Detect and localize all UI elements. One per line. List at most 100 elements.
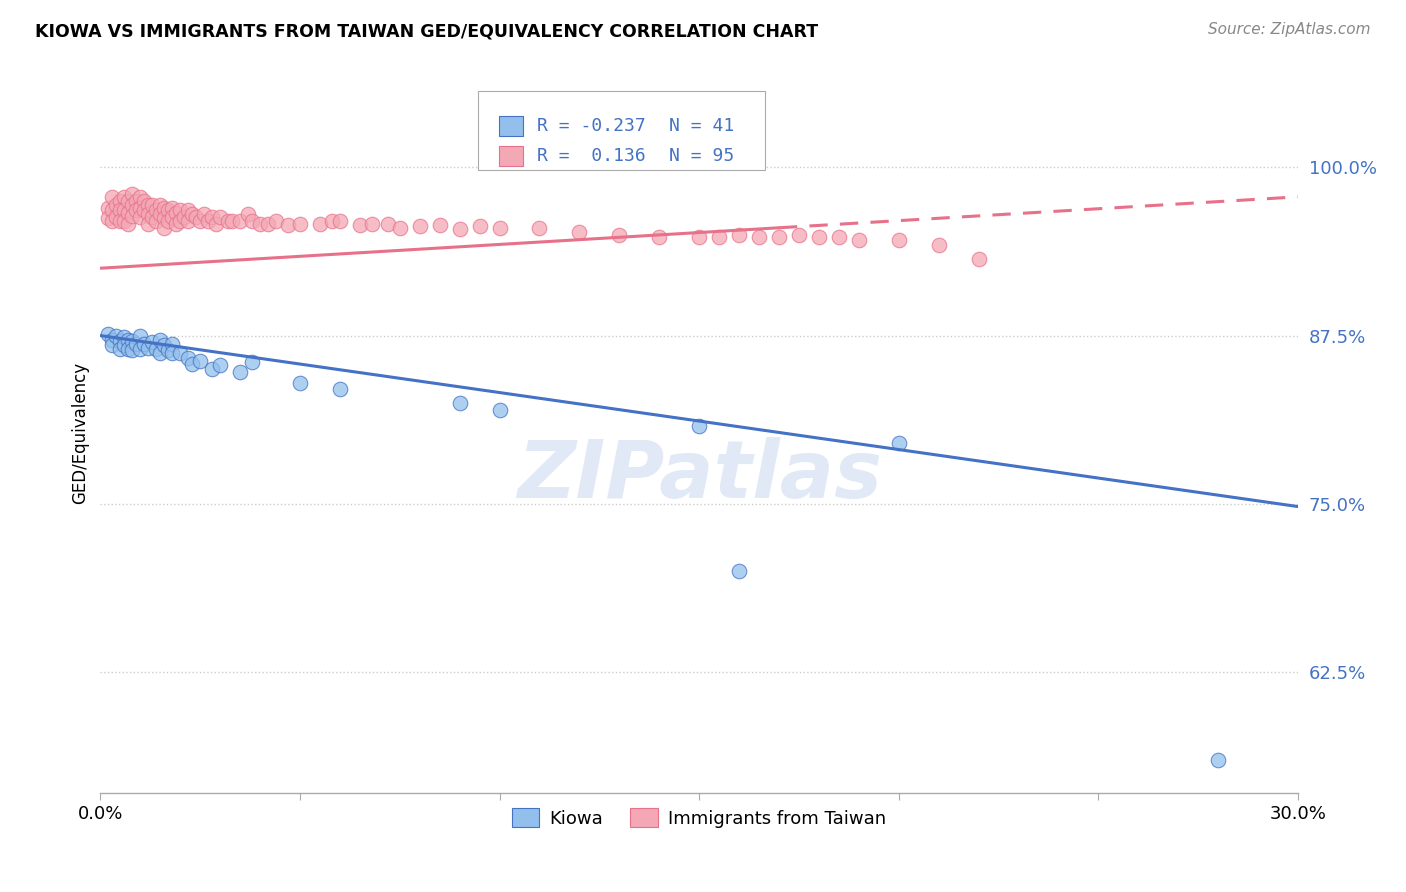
Point — [160, 201, 183, 215]
Point — [468, 219, 491, 234]
Point — [205, 217, 228, 231]
Point — [129, 328, 152, 343]
Point — [153, 211, 176, 226]
Text: ZIPatlas: ZIPatlas — [516, 437, 882, 516]
Point — [153, 201, 176, 215]
Point — [360, 217, 382, 231]
FancyBboxPatch shape — [499, 146, 523, 166]
Point — [112, 214, 135, 228]
Point — [967, 252, 990, 266]
Point — [141, 210, 163, 224]
Point — [169, 346, 191, 360]
Point — [125, 194, 148, 208]
Point — [110, 203, 132, 218]
Point — [249, 217, 271, 231]
Point — [121, 343, 143, 358]
Point — [149, 346, 172, 360]
Point — [134, 203, 156, 218]
Point — [105, 198, 128, 212]
Point — [707, 230, 730, 244]
Point — [129, 201, 152, 215]
Point — [157, 214, 180, 228]
Point — [149, 207, 172, 221]
Legend: Kiowa, Immigrants from Taiwan: Kiowa, Immigrants from Taiwan — [505, 801, 894, 835]
Point — [209, 210, 232, 224]
Point — [110, 214, 132, 228]
Text: KIOWA VS IMMIGRANTS FROM TAIWAN GED/EQUIVALENCY CORRELATION CHART: KIOWA VS IMMIGRANTS FROM TAIWAN GED/EQUI… — [35, 22, 818, 40]
Point — [221, 214, 243, 228]
Point — [117, 194, 139, 208]
Point — [169, 203, 191, 218]
Text: N = 41: N = 41 — [669, 117, 734, 135]
Point — [568, 225, 591, 239]
Point — [429, 218, 451, 232]
Point — [377, 217, 399, 231]
Point — [112, 203, 135, 218]
Point — [193, 207, 215, 221]
Point — [125, 203, 148, 218]
Point — [828, 230, 851, 244]
Point — [728, 564, 751, 578]
Point — [141, 335, 163, 350]
Point — [165, 217, 187, 231]
Point — [648, 230, 671, 244]
Point — [349, 218, 371, 232]
Point — [288, 376, 311, 390]
Point — [177, 351, 200, 366]
Point — [121, 334, 143, 348]
Point — [101, 214, 124, 228]
Point — [136, 207, 159, 221]
Point — [188, 354, 211, 368]
Text: N = 95: N = 95 — [669, 147, 734, 165]
Point — [121, 187, 143, 202]
Point — [887, 233, 910, 247]
Point — [112, 330, 135, 344]
Point — [165, 206, 187, 220]
Point — [748, 230, 770, 244]
Point — [101, 190, 124, 204]
Point — [887, 436, 910, 450]
Point — [173, 210, 195, 224]
Point — [229, 214, 252, 228]
Point — [105, 328, 128, 343]
Point — [240, 355, 263, 369]
Point — [928, 238, 950, 252]
Point — [121, 209, 143, 223]
Point — [186, 210, 208, 224]
Point — [209, 358, 232, 372]
Point — [101, 338, 124, 352]
Point — [125, 336, 148, 351]
Point — [277, 218, 299, 232]
Y-axis label: GED/Equivalency: GED/Equivalency — [72, 362, 89, 504]
Point — [529, 220, 551, 235]
Point — [97, 211, 120, 226]
Point — [688, 230, 710, 244]
Point — [117, 342, 139, 356]
Point — [121, 198, 143, 212]
Point — [97, 201, 120, 215]
Text: R =  0.136: R = 0.136 — [537, 147, 645, 165]
Point — [807, 230, 830, 244]
Point — [136, 341, 159, 355]
Point — [117, 333, 139, 347]
Point — [145, 342, 167, 356]
Point — [157, 203, 180, 218]
Point — [848, 233, 870, 247]
Text: Source: ZipAtlas.com: Source: ZipAtlas.com — [1208, 22, 1371, 37]
Point — [388, 220, 411, 235]
Point — [408, 219, 430, 234]
Point — [136, 198, 159, 212]
Point — [160, 210, 183, 224]
Point — [329, 383, 352, 397]
Point — [110, 334, 132, 348]
Point — [177, 203, 200, 218]
Point — [188, 214, 211, 228]
Point — [112, 190, 135, 204]
Point — [110, 342, 132, 356]
Point — [288, 217, 311, 231]
Point — [728, 227, 751, 242]
Point — [449, 396, 471, 410]
Point — [157, 343, 180, 358]
Point — [129, 342, 152, 356]
Point — [97, 327, 120, 342]
